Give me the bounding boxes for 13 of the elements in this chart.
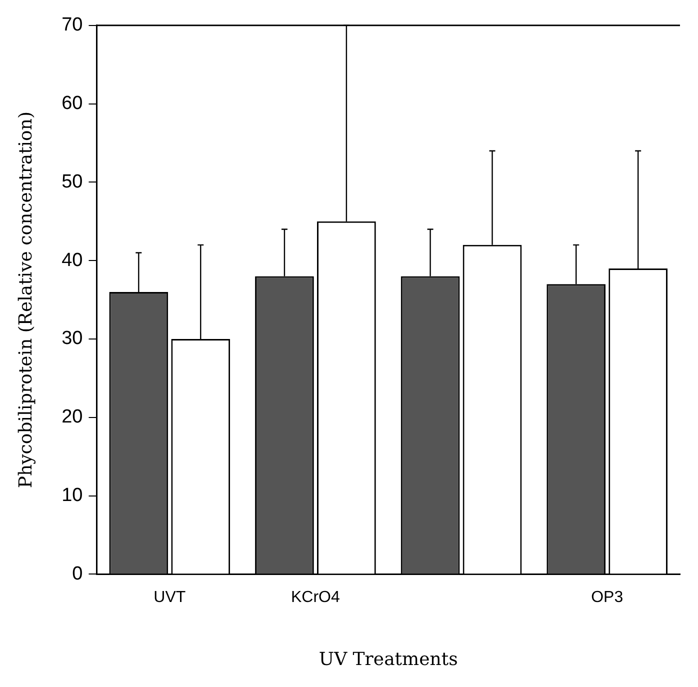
- y-tick-label: 50: [62, 171, 83, 192]
- y-axis-title: Phycobiliprotein (Relative concentration): [15, 111, 36, 488]
- y-tick-label: 40: [62, 250, 83, 271]
- x-tick-label: OP3: [591, 589, 624, 606]
- y-tick-label: 60: [62, 93, 83, 114]
- x-axis-title: UV Treatments: [318, 648, 458, 670]
- y-tick-label: 0: [72, 563, 83, 584]
- y-tick-label: 20: [62, 406, 83, 428]
- y-tick-label: 30: [62, 328, 83, 350]
- x-tick-label: UVT: [154, 589, 186, 606]
- y-tick-label: 70: [62, 14, 83, 36]
- y-tick-label: 10: [62, 485, 83, 506]
- x-tick-label: KCrO4: [291, 589, 340, 606]
